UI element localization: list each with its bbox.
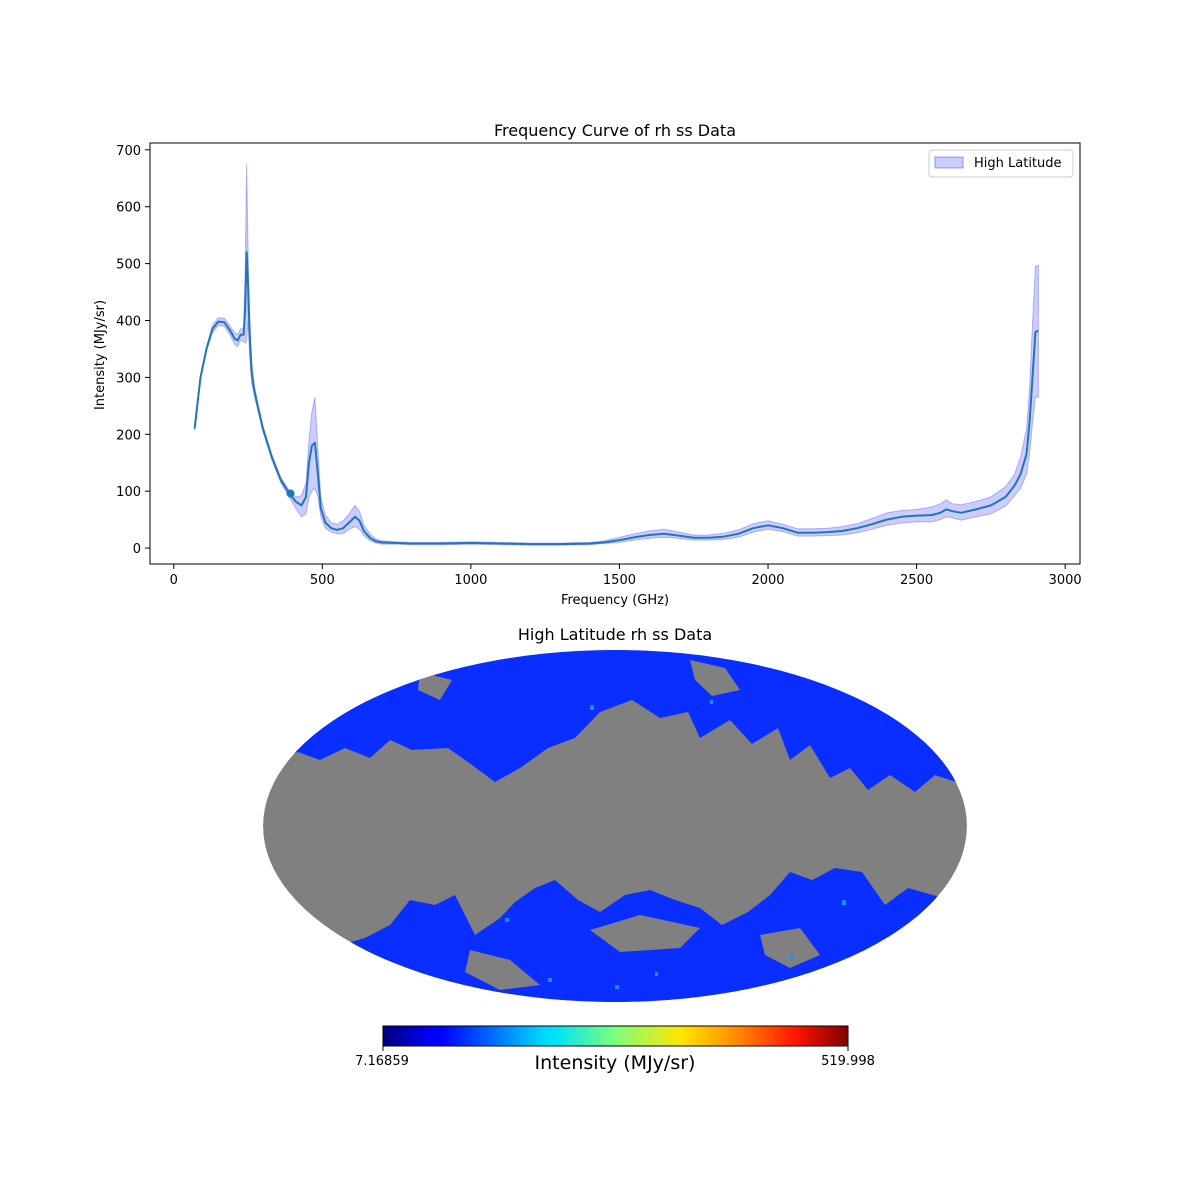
south-coverage-patch bbox=[760, 928, 820, 968]
y-axis-ticks: 0 100 200 300 400 500 600 700 bbox=[116, 144, 150, 557]
y-tick-label: 700 bbox=[116, 144, 141, 159]
sky-map: High Latitude rh ss Data bbox=[263, 625, 967, 1002]
y-tick-label: 200 bbox=[116, 428, 141, 443]
band-layer bbox=[194, 164, 1039, 546]
colorbar-gradient bbox=[382, 1025, 849, 1047]
north-coverage-patch bbox=[690, 660, 740, 696]
south-coverage-patch bbox=[590, 915, 700, 952]
frequency-chart: Frequency Curve of rh ss Data 0 500 1000 15… bbox=[93, 121, 1082, 608]
y-tick-label: 400 bbox=[116, 315, 141, 330]
colorbar-title: Intensity (MJy/sr) bbox=[535, 1052, 696, 1074]
line-layer bbox=[193, 251, 1039, 546]
x-axis-ticks: 0 500 1000 1500 2000 2500 3000 bbox=[170, 564, 1082, 588]
south-coverage-patch bbox=[465, 950, 540, 990]
legend-swatch bbox=[934, 156, 964, 169]
colorbar-min-label: 7.16859 bbox=[355, 1054, 409, 1069]
intensity-line bbox=[193, 251, 1039, 546]
colorbar-max-label: 519.998 bbox=[821, 1054, 875, 1069]
y-tick-label: 0 bbox=[133, 542, 141, 557]
x-axis-label: Frequency (GHz) bbox=[561, 593, 669, 608]
map-title: High Latitude rh ss Data bbox=[518, 625, 712, 644]
x-tick-label: 3000 bbox=[1049, 573, 1082, 588]
y-tick-label: 500 bbox=[116, 258, 141, 273]
north-coverage-patch bbox=[418, 672, 452, 700]
legend: High Latitude bbox=[928, 149, 1074, 178]
x-tick-label: 2000 bbox=[751, 573, 784, 588]
x-tick-label: 1500 bbox=[603, 573, 636, 588]
legend-box bbox=[928, 149, 1074, 178]
legend-label: High Latitude bbox=[974, 156, 1062, 171]
chart-title: Frequency Curve of rh ss Data bbox=[494, 121, 736, 140]
y-tick-label: 100 bbox=[116, 485, 141, 500]
y-tick-label: 600 bbox=[116, 201, 141, 216]
y-tick-label: 300 bbox=[116, 371, 141, 386]
x-tick-label: 0 bbox=[170, 573, 178, 588]
uncertainty-band bbox=[194, 164, 1039, 546]
bright-speckles bbox=[505, 700, 846, 989]
x-tick-label: 500 bbox=[310, 573, 335, 588]
map-body bbox=[263, 650, 967, 1002]
y-axis-label: Intensity (MJy/sr) bbox=[93, 300, 108, 410]
x-tick-label: 2500 bbox=[900, 573, 933, 588]
highlight-point bbox=[286, 489, 295, 498]
plot-frame bbox=[149, 142, 1081, 565]
x-tick-label: 1000 bbox=[454, 573, 487, 588]
colorbar: 7.16859 519.998 Intensity (MJy/sr) bbox=[355, 1025, 875, 1074]
